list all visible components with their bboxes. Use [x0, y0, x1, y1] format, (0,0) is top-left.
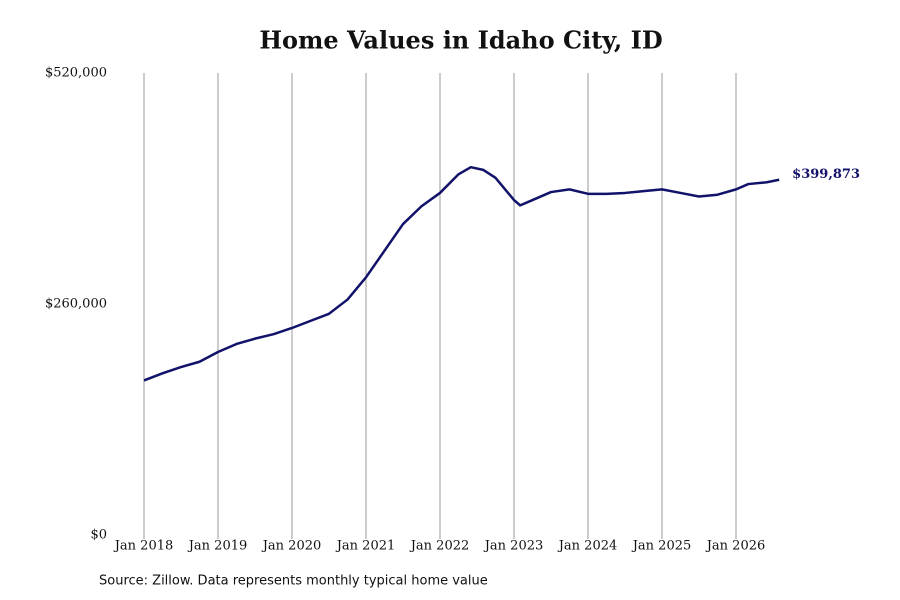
y-tick-label: $0	[90, 528, 107, 543]
y-tick-label: $260,000	[45, 297, 107, 312]
source-note: Source: Zillow. Data represents monthly …	[99, 574, 488, 589]
x-tick-label: Jan 2021	[335, 539, 396, 554]
x-tick-label: Jan 2020	[261, 539, 322, 554]
x-tick-label: Jan 2018	[113, 539, 174, 554]
chart-title: Home Values in Idaho City, ID	[259, 26, 662, 55]
x-tick-label: Jan 2019	[187, 539, 248, 554]
x-tick-label: Jan 2024	[557, 539, 618, 554]
x-tick-label: Jan 2026	[705, 539, 766, 554]
y-tick-label: $520,000	[45, 66, 107, 81]
x-tick-label: Jan 2025	[631, 539, 692, 554]
value-label: $399,873	[792, 167, 860, 182]
line	[143, 165, 780, 382]
x-tick-label: Jan 2023	[483, 539, 544, 554]
x-tick-label: Jan 2022	[409, 539, 470, 554]
